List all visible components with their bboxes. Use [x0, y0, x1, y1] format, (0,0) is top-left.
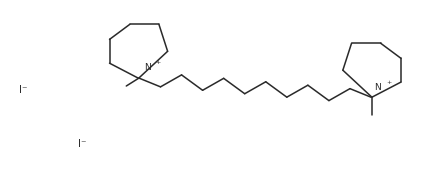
- Text: +: +: [156, 60, 161, 65]
- Text: +: +: [386, 80, 392, 85]
- Text: I⁻: I⁻: [78, 139, 87, 149]
- Text: N: N: [374, 83, 381, 92]
- Text: I⁻: I⁻: [19, 85, 27, 95]
- Text: N: N: [144, 63, 151, 72]
